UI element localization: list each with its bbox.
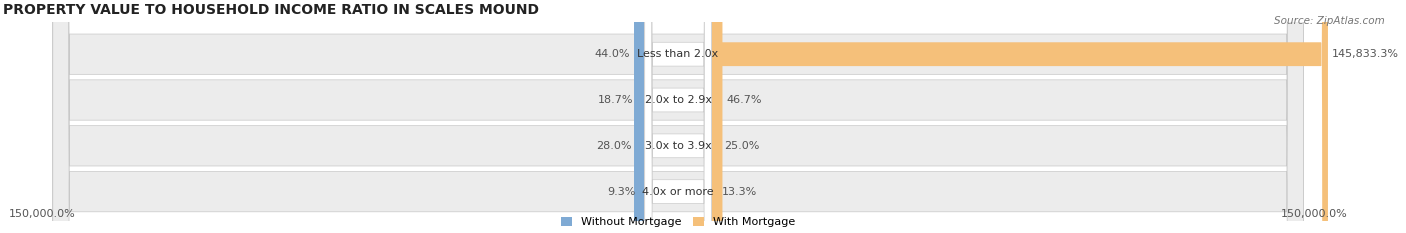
FancyBboxPatch shape [711, 0, 717, 233]
Text: PROPERTY VALUE TO HOUSEHOLD INCOME RATIO IN SCALES MOUND: PROPERTY VALUE TO HOUSEHOLD INCOME RATIO… [3, 3, 538, 17]
FancyBboxPatch shape [53, 0, 1303, 233]
Text: 46.7%: 46.7% [727, 95, 762, 105]
FancyBboxPatch shape [711, 0, 1327, 233]
FancyBboxPatch shape [638, 0, 645, 233]
Text: 150,000.0%: 150,000.0% [1281, 209, 1347, 219]
Text: 2.0x to 2.9x: 2.0x to 2.9x [644, 95, 711, 105]
FancyBboxPatch shape [711, 0, 723, 233]
FancyBboxPatch shape [645, 0, 711, 233]
Text: 4.0x or more: 4.0x or more [643, 187, 714, 197]
Text: 28.0%: 28.0% [596, 141, 633, 151]
Text: 25.0%: 25.0% [724, 141, 759, 151]
Text: 150,000.0%: 150,000.0% [8, 209, 76, 219]
Text: Less than 2.0x: Less than 2.0x [637, 49, 718, 59]
Text: 9.3%: 9.3% [607, 187, 636, 197]
Text: 3.0x to 3.9x: 3.0x to 3.9x [645, 141, 711, 151]
FancyBboxPatch shape [645, 0, 711, 233]
Text: 13.3%: 13.3% [721, 187, 756, 197]
Text: 44.0%: 44.0% [595, 49, 630, 59]
FancyBboxPatch shape [711, 0, 720, 233]
Text: Source: ZipAtlas.com: Source: ZipAtlas.com [1274, 16, 1385, 26]
FancyBboxPatch shape [53, 0, 1303, 233]
Text: 145,833.3%: 145,833.3% [1331, 49, 1399, 59]
FancyBboxPatch shape [636, 0, 645, 233]
FancyBboxPatch shape [634, 0, 645, 233]
FancyBboxPatch shape [53, 0, 1303, 233]
FancyBboxPatch shape [53, 0, 1303, 233]
FancyBboxPatch shape [638, 0, 645, 233]
FancyBboxPatch shape [645, 0, 711, 233]
Legend: Without Mortgage, With Mortgage: Without Mortgage, With Mortgage [557, 213, 800, 232]
Text: 18.7%: 18.7% [598, 95, 634, 105]
FancyBboxPatch shape [645, 0, 711, 233]
